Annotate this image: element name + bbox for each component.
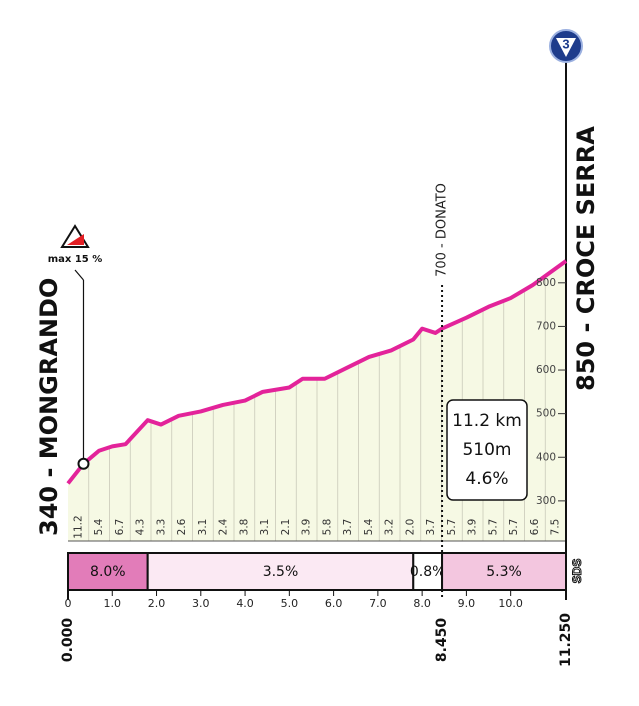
y-tick-label: 700: [536, 320, 556, 332]
segment-gradient: 2.0: [404, 519, 416, 536]
badge-number: 3: [562, 36, 569, 51]
max-icon-slope: [67, 234, 84, 245]
segment-gradient: 3.7: [425, 519, 437, 536]
x-tick-label: 3.0: [192, 597, 210, 610]
x-tick-label: 7.0: [369, 597, 387, 610]
segment-gradient: 11.2: [72, 515, 84, 538]
segment-gradient: 3.1: [197, 519, 209, 536]
section: [67, 552, 149, 591]
segment-gradient: 6.7: [114, 519, 126, 536]
x-tick-label: 5.0: [281, 597, 299, 610]
summary-box: [446, 399, 528, 501]
km-mark: 8.450: [434, 618, 450, 663]
y-tick-label: 400: [536, 451, 556, 463]
segment-gradient: 3.1: [259, 519, 271, 536]
km-mark: 11.250: [558, 613, 574, 667]
y-tick-label: 300: [536, 495, 556, 507]
section-label: 8.0%: [90, 564, 126, 580]
km-mark: 0.000: [60, 618, 76, 663]
waypoint-label: 700 - DONATO: [435, 183, 450, 277]
section-label: 0.8%: [410, 564, 446, 580]
summary-line: 4.6%: [465, 469, 508, 489]
y-tick-label: 800: [536, 277, 556, 289]
segment-gradient: 5.7: [446, 519, 458, 536]
segment-gradient: 4.3: [135, 519, 147, 536]
segment-gradient: 7.5: [550, 519, 562, 536]
logo: SDS: [570, 559, 584, 584]
x-tick-label: 8.0: [413, 597, 431, 610]
segment-gradient: 2.4: [218, 518, 230, 535]
profile-line: [66, 259, 568, 485]
start-label: 340 - MONGRANDO: [35, 278, 63, 536]
badge-tri: [556, 38, 576, 57]
segment-gradient: 5.4: [363, 518, 375, 535]
max-point: [77, 457, 90, 470]
end-label: 850 - CROCE SERRA: [572, 126, 600, 391]
segment-gradient: 5.4: [93, 518, 105, 535]
section-label: 3.5%: [263, 564, 299, 580]
section-label: 5.3%: [486, 564, 522, 580]
x-tick-label: 0: [65, 597, 72, 610]
segment-gradient: 3.9: [467, 519, 479, 536]
chart-layer: 11.2 5.4 6.7 4.3 3.3 2.6 3.1 2.4 3.8 3.1 2.1 3.9 5.8…: [35, 29, 600, 667]
summary-line: 510m: [462, 440, 511, 460]
segment-gradient: 3.8: [238, 519, 250, 536]
segment-gradient: 5.7: [508, 519, 520, 536]
x-tick-label: 4.0: [236, 597, 254, 610]
segment-gradient: 3.3: [155, 519, 167, 536]
section: [441, 552, 568, 591]
y-tick-label: 600: [536, 364, 556, 376]
segment-gradient: 3.2: [384, 519, 396, 536]
max-leader-top: [74, 269, 84, 281]
segment-gradient: 3.9: [301, 519, 313, 536]
segment-gradient: 3.7: [342, 519, 354, 536]
x-tick-label: 9.0: [458, 597, 476, 610]
segment-gradient: 5.8: [321, 519, 333, 536]
x-tick-label: 6.0: [325, 597, 343, 610]
x-tick-label: 1.0: [104, 597, 122, 610]
x-tick-label: 2.0: [148, 597, 166, 610]
segment-gradient: 2.1: [280, 519, 292, 536]
summary-line: 11.2 km: [452, 411, 522, 431]
x-tick-label: 10.0: [498, 597, 523, 610]
segment-gradient: 2.6: [176, 518, 188, 535]
segment-gradient: 6.6: [529, 518, 541, 535]
y-tick-label: 500: [536, 408, 556, 420]
max-label: max 15 %: [48, 254, 103, 265]
segment-gradient: 5.7: [487, 519, 499, 536]
